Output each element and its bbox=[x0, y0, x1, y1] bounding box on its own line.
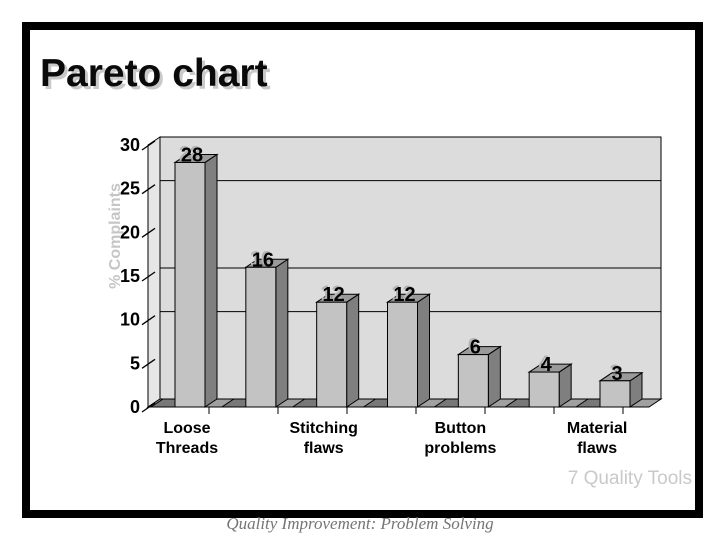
y-axis-tick bbox=[141, 358, 156, 369]
bar-value-label: 12 bbox=[323, 284, 345, 306]
bar-side-face bbox=[417, 293, 430, 408]
bar bbox=[528, 371, 560, 408]
bar bbox=[457, 354, 489, 408]
bar-value-shadow: 16 bbox=[250, 248, 272, 270]
y-axis-tick bbox=[141, 140, 156, 151]
category-label-line2: flaws bbox=[577, 440, 617, 457]
category-label-line2: flaws bbox=[304, 440, 344, 457]
y-axis-tick bbox=[141, 402, 156, 413]
category-label-line1: Button bbox=[435, 420, 487, 437]
slide-title: Pareto chart bbox=[40, 52, 268, 95]
y-tick-label: 30 bbox=[120, 135, 140, 155]
bar bbox=[387, 301, 418, 408]
category-label-line1: Material bbox=[567, 420, 627, 437]
category-label-line1: Stitching bbox=[289, 420, 357, 437]
category-label-line2: problems bbox=[424, 440, 496, 457]
bar bbox=[599, 380, 631, 408]
y-tick-label: 20 bbox=[120, 222, 140, 242]
y-tick-label: 0 bbox=[130, 397, 140, 417]
bar bbox=[245, 266, 277, 408]
bar-value-label: 12 bbox=[393, 284, 415, 306]
bar-value-shadow: 12 bbox=[321, 283, 343, 305]
category-label-line1: Loose bbox=[163, 420, 210, 437]
bar-value-label: 6 bbox=[470, 337, 481, 359]
y-tick-label: 25 bbox=[120, 179, 140, 199]
bar-value-label: 28 bbox=[181, 144, 203, 166]
bar-value-shadow: 3 bbox=[609, 361, 620, 383]
bar-side-face bbox=[487, 345, 501, 408]
bar-value-label: 16 bbox=[252, 249, 274, 271]
y-axis-title: % Complaints bbox=[107, 183, 124, 289]
bar-value-label: 4 bbox=[541, 354, 553, 376]
bar bbox=[174, 161, 206, 408]
bar-side-face bbox=[275, 258, 289, 408]
y-tick-label: 5 bbox=[130, 353, 140, 373]
bar-side-face bbox=[346, 293, 360, 408]
y-axis-tick bbox=[141, 227, 156, 238]
y-tick-label: 10 bbox=[120, 310, 140, 330]
category-label-line2: Threads bbox=[156, 440, 218, 457]
bar-value-shadow: 28 bbox=[179, 143, 201, 165]
bar bbox=[316, 301, 348, 408]
y-axis-tick bbox=[141, 271, 156, 282]
bar-side-face bbox=[204, 153, 218, 408]
slide-caption: Quality Improvement: Problem Solving bbox=[226, 514, 494, 533]
y-axis-tick bbox=[141, 315, 156, 326]
bar-value-shadow: 6 bbox=[468, 335, 479, 357]
bar-value-shadow: 12 bbox=[391, 283, 413, 305]
bar-value-label: 3 bbox=[611, 363, 622, 385]
y-axis-tick bbox=[141, 184, 156, 195]
y-tick-label: 15 bbox=[120, 266, 140, 286]
bar-value-shadow: 4 bbox=[539, 353, 551, 375]
footer-note: 7 Quality Tools bbox=[567, 468, 692, 489]
